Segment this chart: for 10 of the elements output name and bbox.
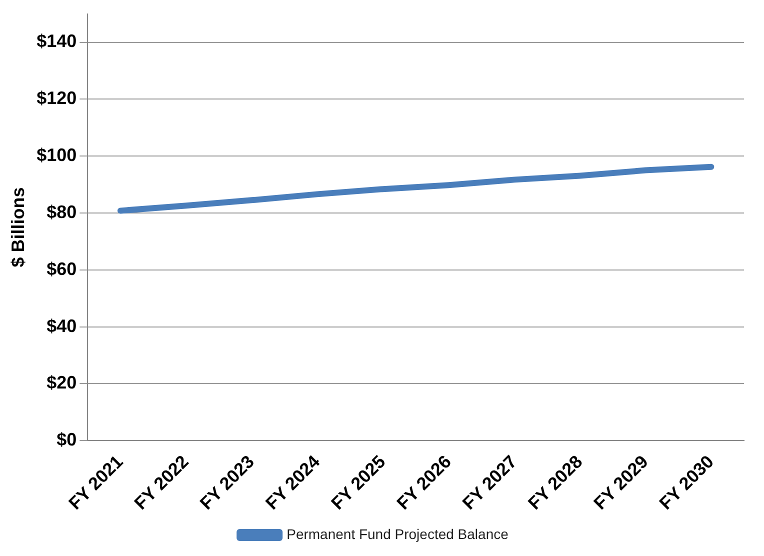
y-tick-label: $100: [36, 145, 77, 166]
legend-label: Permanent Fund Projected Balance: [286, 526, 509, 542]
y-tick-label: $0: [56, 430, 77, 450]
y-tick-label: $80: [46, 202, 77, 222]
y-tick-label: $140: [36, 31, 77, 52]
y-axis-title: $ Billions: [8, 187, 28, 268]
y-tick-label: $120: [36, 88, 77, 108]
y-tick-label: $20: [46, 372, 77, 393]
y-tick-label: $40: [46, 316, 77, 336]
y-tick-label: $60: [46, 258, 77, 279]
